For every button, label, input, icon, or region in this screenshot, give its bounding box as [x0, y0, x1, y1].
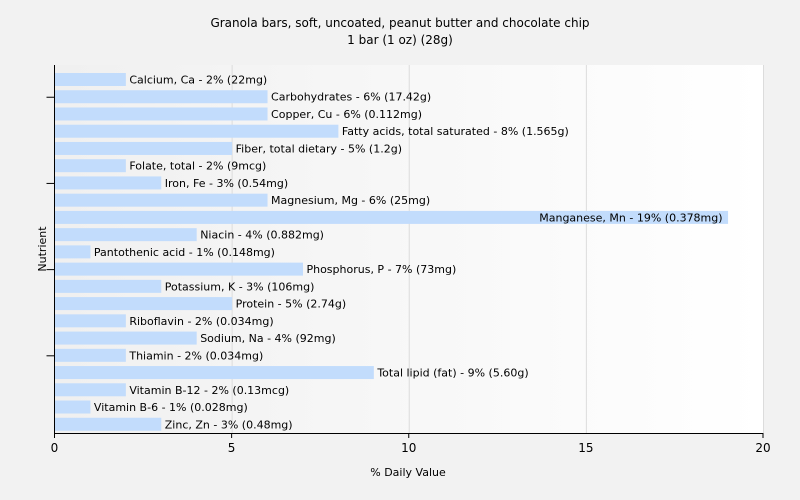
bar-label: Carbohydrates - 6% (17.42g)	[271, 91, 431, 104]
bar-label: Magnesium, Mg - 6% (25mg)	[271, 194, 430, 207]
bar-label: Folate, total - 2% (9mcg)	[129, 160, 266, 173]
x-tick-label: 10	[401, 441, 416, 455]
bar	[55, 141, 233, 155]
bar-label: Riboflavin - 2% (0.034mg)	[129, 315, 273, 328]
bar	[55, 366, 374, 380]
bar	[55, 176, 162, 190]
bar	[55, 383, 126, 397]
bar	[55, 107, 268, 121]
bar	[55, 400, 91, 414]
bar	[55, 90, 268, 104]
x-tick-label: 20	[755, 441, 770, 455]
bar-label: Protein - 5% (2.74g)	[236, 298, 347, 311]
bar-label: Copper, Cu - 6% (0.112mg)	[271, 108, 422, 121]
bar-label: Fiber, total dietary - 5% (1.2g)	[236, 142, 402, 155]
bar	[55, 348, 126, 362]
bar-label: Vitamin B-6 - 1% (0.028mg)	[94, 401, 248, 414]
bar-label: Fatty acids, total saturated - 8% (1.565…	[342, 125, 569, 138]
bar	[55, 159, 126, 173]
bar	[55, 314, 126, 328]
bar	[55, 417, 162, 431]
bar	[55, 245, 91, 259]
bar	[55, 297, 233, 311]
bar-label: Potassium, K - 3% (106mg)	[165, 280, 315, 293]
bar	[55, 262, 303, 276]
x-tick-label: 5	[228, 441, 236, 455]
chart-subtitle: 1 bar (1 oz) (28g)	[347, 33, 453, 47]
bar-label: Vitamin B-12 - 2% (0.13mcg)	[129, 384, 289, 397]
y-axis-label: Nutrient	[36, 226, 49, 272]
bar	[55, 124, 339, 138]
x-tick-label: 15	[578, 441, 593, 455]
bar-label: Sodium, Na - 4% (92mg)	[200, 332, 336, 345]
bar-label: Phosphorus, P - 7% (73mg)	[306, 263, 456, 276]
bar-label: Manganese, Mn - 19% (0.378mg)	[539, 211, 722, 224]
x-axis-label: % Daily Value	[370, 466, 446, 479]
bar	[55, 279, 162, 293]
bar	[55, 193, 268, 207]
bar-label: Total lipid (fat) - 9% (5.60g)	[376, 367, 528, 380]
bar-label: Iron, Fe - 3% (0.54mg)	[165, 177, 288, 190]
bar-label: Niacin - 4% (0.882mg)	[200, 229, 324, 242]
bar-label: Zinc, Zn - 3% (0.48mg)	[165, 418, 293, 431]
bar	[55, 331, 197, 345]
x-tick-label: 0	[51, 441, 59, 455]
bar-label: Calcium, Ca - 2% (22mg)	[129, 74, 267, 87]
chart-title: Granola bars, soft, uncoated, peanut but…	[210, 16, 589, 30]
bar-label: Pantothenic acid - 1% (0.148mg)	[94, 246, 275, 259]
bar	[55, 210, 729, 224]
bar	[55, 73, 126, 86]
bar-label: Thiamin - 2% (0.034mg)	[128, 349, 263, 362]
bar	[55, 228, 197, 242]
